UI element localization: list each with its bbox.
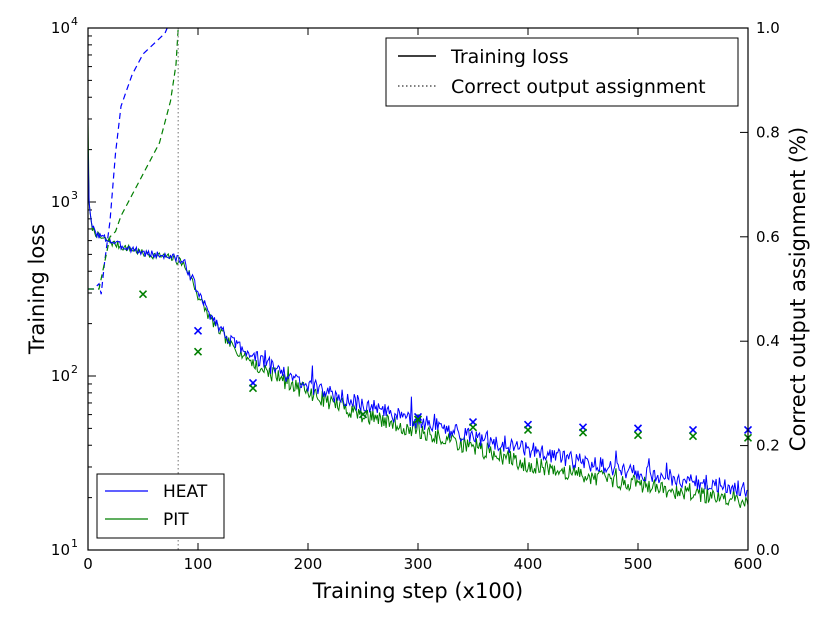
x-tick-label: 100 [184,555,213,573]
y-left-tick-exponent: 3 [71,189,78,202]
marker-stroke [248,384,258,393]
assignment-marker-pit [578,428,588,437]
assignment-marker-heat [413,412,423,421]
y-left-tick-label: 10 [51,19,70,37]
assignment-dashed-pit [88,27,179,290]
legend-training-loss-label: Training loss [450,46,569,68]
marker-stroke [523,425,533,435]
y-right-tick-label: 0.8 [756,123,780,141]
marker-stroke [193,326,203,335]
assignment-marker-pit [633,431,643,440]
marker-stroke [468,423,478,432]
assignment-marker-pit [248,384,258,393]
x-tick-label: 600 [734,555,763,573]
marker-stroke [633,431,643,440]
series-layer [87,27,753,550]
y-right-tick-label: 0.0 [756,541,780,559]
marker-stroke [138,290,148,299]
plot-frame [87,27,749,551]
x-axis-title: Training step (x100) [312,579,524,603]
y-right-tick-label: 0.4 [756,332,780,350]
assignment-marker-pit [413,415,423,424]
y-left-tick-label: 10 [51,541,70,559]
assignment-marker-pit [193,347,203,356]
loss-line-heat [87,149,749,497]
x-tick-label: 200 [294,555,323,573]
marker-stroke [193,347,203,356]
marker-stroke [633,424,643,433]
legend-heat-label: HEAT [163,482,208,502]
x-tick-label: 300 [404,555,433,573]
y-left-tick-label: 10 [51,193,70,211]
x-tick-label: 500 [624,555,653,573]
marker-stroke [578,428,588,437]
assignment-marker-heat [688,425,698,435]
x-tick-label: 400 [514,555,543,573]
marker-stroke [688,432,698,441]
y-right-tick-label: 0.6 [756,228,780,246]
marker-stroke [358,410,368,419]
y-left-tick-label: 10 [51,367,70,385]
marker-stroke [413,412,423,421]
y-right-tick-label: 0.2 [756,437,780,455]
assignment-marker-pit [138,290,148,299]
assignment-marker-heat [193,326,203,335]
y-axis-left-title: Training loss [25,224,49,355]
legend-series-box [96,473,225,539]
y-axis-right-title: Correct output assignment (%) [786,127,810,451]
legend-style: Training loss Correct output assignment [385,37,739,107]
assignment-marker-pit [468,423,478,432]
assignment-marker-pit [358,410,368,419]
assignment-dashed-heat [88,27,168,295]
marker-stroke [688,425,698,435]
assignment-marker-pit [688,432,698,441]
legend-pit-label: PIT [163,510,189,530]
assignment-marker-pit [523,425,533,435]
assignment-marker-heat [633,424,643,433]
legend-correct-assignment-label: Correct output assignment [451,76,706,98]
y-left-tick-exponent: 1 [71,537,78,550]
legend-series: HEAT PIT [96,473,225,539]
y-right-tick-label: 1.0 [756,19,780,37]
marker-stroke [413,415,423,424]
legend-style-box [385,37,739,107]
y-left-tick-exponent: 2 [71,363,78,376]
y-left-tick-exponent: 4 [71,15,78,28]
x-tick-label: 0 [83,555,93,573]
loss-line-pit [87,118,749,508]
